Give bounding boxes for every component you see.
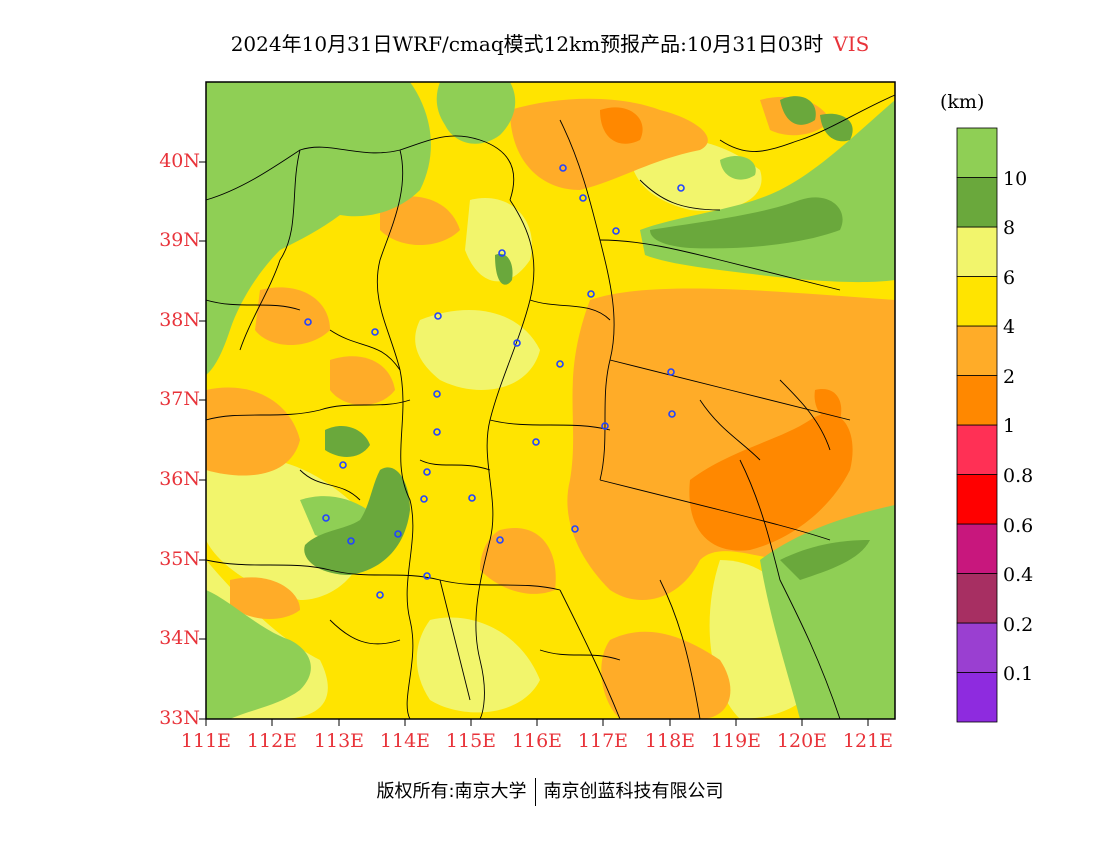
lon-label: 116E	[511, 730, 563, 752]
colorbar-label: 0.1	[1003, 663, 1034, 685]
lon-label: 118E	[644, 730, 696, 752]
colorbar-label: 2	[1003, 366, 1016, 388]
colorbar-swatch	[956, 573, 998, 624]
footer-divider	[534, 778, 536, 806]
copyright-company: 南京创蓝科技有限公司	[543, 781, 724, 802]
copyright-owner: 版权所有:南京大学	[376, 781, 527, 802]
lon-label: 121E	[842, 730, 894, 752]
lat-label: 35N	[159, 548, 200, 570]
colorbar-label: 10	[1003, 168, 1028, 190]
lon-label: 111E	[180, 730, 232, 752]
colorbar-swatch	[956, 622, 998, 673]
colorbar-label: 0.4	[1003, 564, 1034, 586]
colorbar-swatch	[956, 523, 998, 574]
lon-label: 117E	[577, 730, 629, 752]
colorbar-label: 8	[1003, 217, 1016, 239]
lat-label: 38N	[159, 309, 200, 331]
lon-label: 113E	[313, 730, 365, 752]
lon-label: 120E	[776, 730, 828, 752]
colorbar-swatch	[956, 672, 998, 723]
colorbar-label: 0.2	[1003, 614, 1034, 636]
lon-label: 112E	[246, 730, 298, 752]
lon-label: 115E	[445, 730, 497, 752]
colorbar-swatch	[956, 424, 998, 475]
lat-label: 36N	[159, 468, 200, 490]
lat-label: 34N	[159, 627, 200, 649]
colorbar-swatch	[956, 375, 998, 426]
colorbar-swatch	[956, 127, 998, 178]
colorbar-label: 0.6	[1003, 515, 1034, 537]
lon-label: 119E	[710, 730, 762, 752]
lat-label: 37N	[159, 388, 200, 410]
colorbar-swatch	[956, 276, 998, 327]
title-text: 2024年10月31日WRF/cmaq模式12km预报产品:10月31日03时	[230, 32, 824, 56]
lon-label: 114E	[379, 730, 431, 752]
colorbar-label: 6	[1003, 267, 1016, 289]
variable-name: VIS	[833, 32, 870, 56]
lat-label: 33N	[159, 707, 200, 729]
colorbar-label: 0.8	[1003, 465, 1034, 487]
lat-label: 39N	[159, 229, 200, 251]
colorbar-label: 1	[1003, 415, 1016, 437]
colorbar-label: 4	[1003, 316, 1016, 338]
colorbar-swatch	[956, 474, 998, 525]
map-title: 2024年10月31日WRF/cmaq模式12km预报产品:10月31日03时 V…	[0, 28, 1100, 57]
visibility-field	[206, 82, 895, 719]
colorbar-swatch	[956, 226, 998, 277]
colorbar	[956, 127, 998, 723]
copyright-footer: 版权所有:南京大学 南京创蓝科技有限公司	[0, 777, 1100, 806]
lat-label: 40N	[159, 150, 200, 172]
colorbar-swatch	[956, 177, 998, 228]
colorbar-unit: (km)	[940, 91, 985, 113]
colorbar-swatch	[956, 325, 998, 376]
